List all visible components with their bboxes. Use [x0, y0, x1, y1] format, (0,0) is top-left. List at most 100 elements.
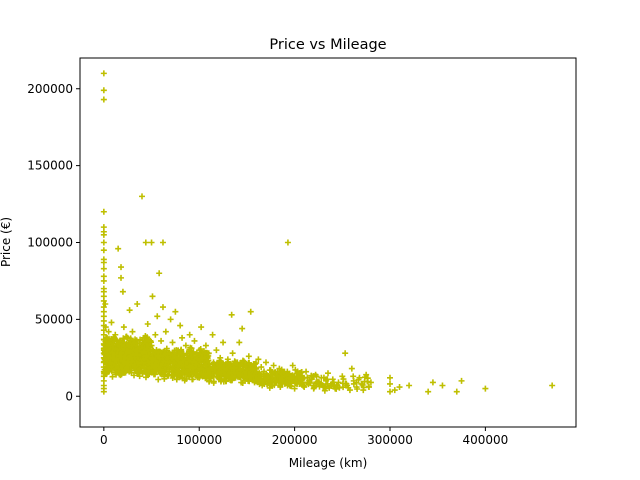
- data-point: [261, 380, 268, 387]
- data-point: [255, 356, 262, 363]
- data-point: [188, 350, 195, 357]
- data-point: [162, 351, 169, 358]
- data-point: [134, 301, 141, 307]
- data-point: [310, 385, 317, 392]
- data-point: [125, 362, 132, 369]
- data-point: [175, 368, 182, 375]
- data-point: [325, 370, 331, 377]
- data-point: [159, 304, 166, 311]
- data-point: [274, 373, 281, 380]
- data-point: [391, 387, 398, 394]
- data-point: [288, 374, 295, 381]
- data-point: [196, 374, 203, 381]
- data-point: [153, 362, 160, 369]
- data-point: [280, 368, 287, 375]
- data-point: [188, 370, 195, 377]
- data-point: [240, 362, 247, 369]
- data-point: [220, 339, 227, 346]
- data-point: [115, 347, 122, 354]
- data-point: [191, 337, 198, 344]
- data-point: [186, 331, 193, 338]
- data-point: [184, 371, 191, 378]
- x-tick-label: 200000: [272, 433, 318, 447]
- data-point: [295, 370, 302, 377]
- data-point: [350, 377, 357, 384]
- data-point: [137, 345, 144, 352]
- data-point: [205, 350, 212, 357]
- x-tick-label: 100000: [176, 433, 222, 447]
- data-point: [167, 351, 174, 358]
- data-point: [105, 328, 112, 335]
- data-point: [327, 382, 334, 389]
- data-point: [160, 357, 167, 364]
- data-point: [248, 373, 255, 380]
- data-point: [213, 347, 220, 354]
- data-point: [243, 367, 250, 374]
- data-point: [207, 371, 214, 378]
- data-point: [276, 365, 283, 372]
- data-point: [266, 378, 273, 385]
- data-point: [304, 374, 311, 381]
- data-point: [152, 331, 159, 338]
- x-tick-label: 0: [100, 433, 108, 447]
- data-point: [439, 382, 446, 389]
- data-point: [238, 379, 245, 386]
- data-point: [201, 367, 207, 374]
- data-point: [289, 362, 296, 369]
- data-point: [209, 331, 216, 338]
- data-point: [308, 376, 315, 383]
- data-point: [163, 345, 170, 352]
- data-point: [126, 307, 133, 314]
- data-point: [482, 385, 489, 392]
- data-point: [102, 301, 109, 307]
- data-point: [169, 339, 176, 346]
- data-point: [315, 380, 322, 387]
- data-point: [258, 364, 265, 371]
- data-point: [154, 313, 161, 320]
- data-point: [116, 360, 123, 367]
- data-point: [102, 324, 109, 331]
- data-point: [346, 387, 353, 394]
- data-point: [267, 382, 274, 389]
- data-point: [361, 378, 368, 385]
- data-point: [139, 359, 145, 366]
- data-point: [356, 374, 363, 381]
- data-point: [148, 369, 155, 376]
- data-point: [245, 353, 252, 360]
- data-point: [342, 350, 349, 357]
- data-point: [234, 359, 241, 366]
- data-point: [232, 374, 239, 381]
- data-point: [366, 384, 373, 391]
- data-point: [396, 384, 403, 391]
- data-point: [277, 384, 284, 391]
- data-point: [147, 337, 154, 344]
- data-point: [226, 370, 233, 377]
- data-point: [406, 382, 413, 389]
- data-point: [118, 350, 125, 357]
- data-point: [148, 239, 155, 246]
- data-point: [296, 380, 303, 387]
- data-point: [118, 264, 125, 271]
- data-point: [224, 356, 231, 363]
- data-point: [222, 377, 229, 384]
- data-point: [367, 379, 374, 386]
- data-point: [105, 353, 112, 360]
- data-point: [210, 359, 217, 366]
- data-point: [286, 382, 293, 389]
- data-point: [114, 341, 121, 348]
- data-point: [117, 337, 124, 344]
- data-point: [140, 341, 147, 348]
- data-point: [176, 371, 183, 378]
- data-point: [387, 380, 393, 387]
- data-point: [253, 368, 260, 375]
- data-point: [100, 70, 107, 77]
- data-point: [173, 347, 180, 354]
- data-point: [172, 308, 179, 315]
- data-point: [453, 388, 460, 395]
- data-point: [165, 364, 172, 371]
- data-point: [149, 293, 156, 300]
- data-point: [100, 231, 107, 238]
- data-point: [148, 342, 155, 349]
- data-point: [100, 277, 107, 284]
